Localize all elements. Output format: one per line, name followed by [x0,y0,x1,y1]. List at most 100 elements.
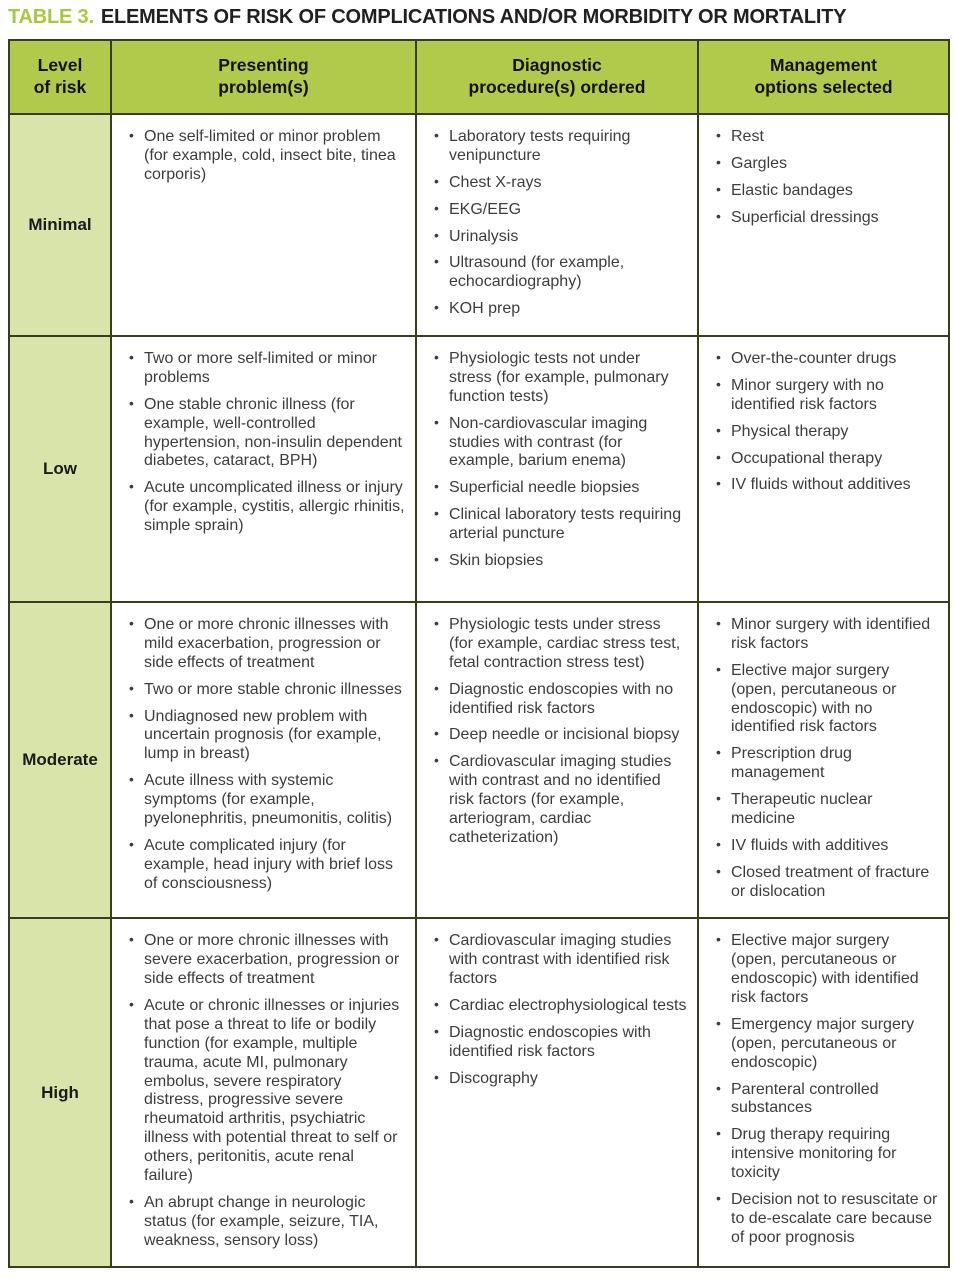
bullet-text: Elastic bandages [731,181,853,199]
bullet-item: • One self-limited or minor problem (for … [127,127,405,185]
bullet-text: Diagnostic endoscopies with identified r… [449,1023,651,1060]
bullet-list: • Laboratory tests requiring venipuncture… [432,127,687,319]
bullet-item: • Therapeutic nuclear medicine [714,790,938,829]
bullet-list: • Two or more self-limited or minor probl… [127,349,405,536]
low-presenting-problems-cell: • Two or more self-limited or minor probl… [110,335,417,603]
moderate-management-options-cell: • Minor surgery with identified risk fact… [697,600,950,920]
header-row: Level of risk Presenting problem(s) Diag… [8,39,950,115]
bullet-text: Cardiac electrophysiological tests [449,997,687,1014]
minimal-presenting-problems-cell: • One self-limited or minor problem (for … [110,113,417,337]
bullet-item: • Cardiac electrophysiological tests [432,996,687,1016]
table-row-moderate: Moderate • One or more chronic illnesses … [8,600,950,920]
bullet-item: • Deep needle or incisional biopsy [432,725,687,745]
bullet-icon: • [716,744,721,761]
bullet-item: • Drug therapy requiring intensive monito… [714,1125,938,1183]
bullet-item: • IV fluids without additives [714,475,938,495]
bullet-item: • EKG/EEG [432,200,687,220]
bullet-item: • Laboratory tests requiring venipuncture [432,127,687,166]
bullet-icon: • [434,725,439,742]
high-management-options-cell: • Elective major surgery (open, percutane… [697,917,950,1269]
bullet-item: • IV fluids with additives [714,835,938,856]
bullet-text: Laboratory tests requiring venipuncture [449,128,631,164]
bullet-item: • Physiologic tests under stress (for exa… [432,615,687,673]
bullet-item: • Occupational therapy [714,449,938,469]
bullet-text: Clinical laboratory tests requiring arte… [449,506,682,542]
risk-level-label-moderate: Moderate [8,600,112,920]
bullet-icon: • [716,207,721,224]
risk-elements-table: Level of risk Presenting problem(s) Diag… [8,39,950,1269]
bullet-list: • One or more chronic illnesses with mild… [127,615,405,893]
bullet-icon: • [716,862,721,879]
bullet-item: • Parenteral controlled substances [714,1079,938,1119]
bullet-icon: • [434,615,439,631]
bullet-item: • KOH prep [432,299,687,319]
bullet-icon: • [716,421,721,438]
header-management-options: Management options selected [697,39,950,115]
bullet-icon: • [129,615,134,631]
bullet-icon: • [716,660,721,677]
bullet-text: Drug therapy requiring intensive monitor… [731,1126,897,1181]
bullet-text: Discography [449,1069,538,1087]
bullet-icon: • [129,127,134,143]
bullet-list: • Cardiovascular imaging studies with con… [432,931,687,1088]
bullet-icon: • [129,706,134,723]
high-presenting-problems-cell: • One or more chronic illnesses with seve… [110,917,417,1269]
bullet-icon: • [434,172,439,189]
bullet-text: IV fluids without additives [731,476,911,494]
bullet-text: Closed treatment of fracture or dislocat… [731,863,930,900]
bullet-icon: • [434,679,439,696]
minimal-diagnostic-procedures-cell: • Laboratory tests requiring venipuncture… [415,113,699,337]
bullet-icon: • [716,835,721,852]
bullet-icon: • [716,1189,721,1206]
bullet-icon: • [129,1192,134,1209]
bullet-item: • Gargles [714,153,938,174]
bullet-text: Decision not to resuscitate or to de-esc… [731,1190,938,1246]
bullet-item: • Superficial needle biopsies [432,478,687,498]
bullet-text: KOH prep [449,300,521,318]
bullet-icon: • [129,394,134,411]
header-diagnostic-procedures: Diagnostic procedure(s) ordered [415,39,699,115]
bullet-item: • One or more chronic illnesses with seve… [127,931,405,989]
bullet-text: IV fluids with additives [731,836,889,854]
bullet-item: • Over-the-counter drugs [714,349,938,369]
bullet-icon: • [434,550,439,567]
bullet-icon: • [716,931,721,948]
bullet-text: Elective major surgery (open, percutaneo… [731,661,897,736]
bullet-text: Emergency major surgery (open, percutane… [731,1015,915,1071]
bullet-text: Acute complicated injury (for example, h… [144,836,394,892]
bullet-text: An abrupt change in neurologic status (f… [144,1193,379,1249]
bullet-icon: • [434,996,439,1012]
bullet-text: Deep needle or incisional biopsy [449,726,680,744]
bullet-icon: • [716,1014,721,1031]
bullet-item: • Elective major surgery (open, percutane… [714,660,938,738]
bullet-text: Parenteral controlled substances [731,1080,879,1117]
bullet-text: Occupational therapy [731,449,883,467]
risk-level-label-minimal: Minimal [8,113,112,337]
bullet-list: • Elective major surgery (open, percutane… [714,931,938,1248]
bullet-item: • Physiologic tests not under stress (for… [432,349,687,407]
bullet-text: EKG/EEG [449,200,522,218]
bullet-item: • Rest [714,127,938,147]
bullet-item: • Elective major surgery (open, percutane… [714,931,938,1008]
bullet-icon: • [434,1068,439,1085]
bullet-icon: • [434,752,439,769]
bullet-icon: • [716,153,721,170]
bullet-icon: • [129,478,134,495]
table-row-minimal: Minimal • One self-limited or minor probl… [8,113,950,337]
bullet-text: Urinalysis [449,227,519,245]
bullet-icon: • [716,1079,721,1096]
moderate-presenting-problems-cell: • One or more chronic illnesses with mild… [110,600,417,920]
bullet-text: One or more chronic illnesses with sever… [144,932,400,988]
bullet-icon: • [129,679,134,696]
bullet-icon: • [434,349,439,365]
bullet-text: Superficial dressings [731,208,879,226]
bullet-item: • Acute illness with systemic symptoms (f… [127,771,405,829]
bullet-item: • Diagnostic endoscopies with identified … [432,1023,687,1062]
bullet-item: • Clinical laboratory tests requiring art… [432,505,687,544]
bullet-list: • One self-limited or minor problem (for … [127,127,405,185]
bullet-text: Superficial needle biopsies [449,479,640,497]
bullet-text: Physiologic tests not under stress (for … [449,350,669,405]
bullet-item: • Decision not to resuscitate or to de-es… [714,1189,938,1248]
bullet-item: • Diagnostic endoscopies with no identifi… [432,679,687,719]
bullet-text: Ultrasound (for example, echocardiograph… [449,254,625,291]
